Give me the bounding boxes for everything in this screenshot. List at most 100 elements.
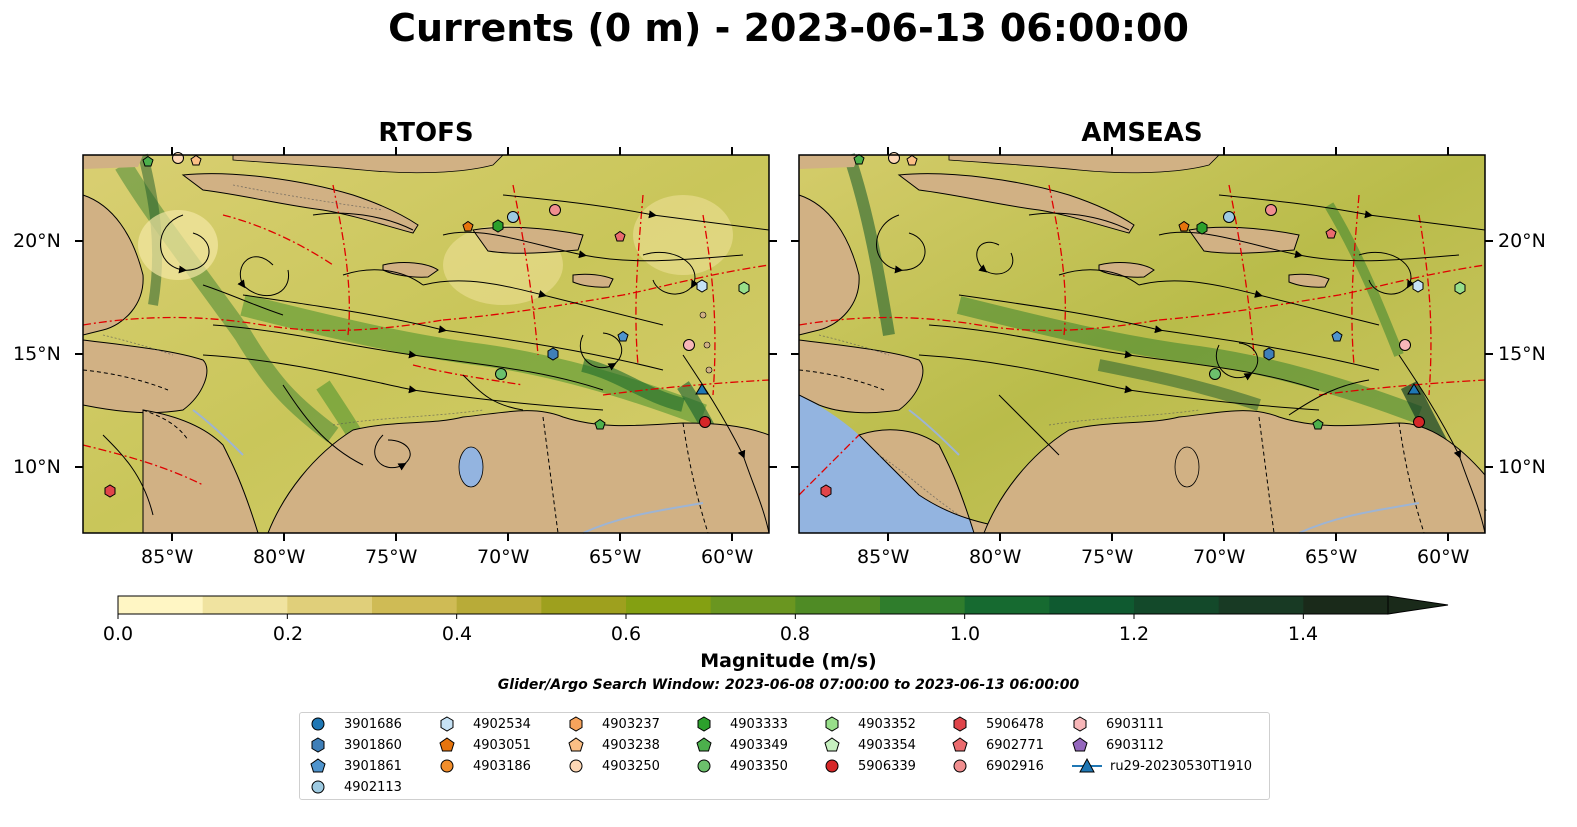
legend-item: 5906478 [952,714,1044,734]
colorbar-segment [202,596,288,614]
legend-circle-marker-icon [440,759,454,773]
colorbar-tick-label: 1.0 [949,623,981,645]
legend-pentagon-marker-icon [568,737,584,752]
legend-pentagon-marker-icon [439,737,455,752]
legend: 3901686 3901860 3901861 4902113 4902534 49030… [299,712,1270,800]
legend-item: 5906339 [824,756,916,776]
legend-hexagon-marker-icon [440,716,454,732]
colorbar-tick-label: 0.8 [779,623,811,645]
colorbar-segment [1218,596,1304,614]
legend-label: 6903112 [1106,737,1164,753]
legend-hexagon-marker-icon [311,737,325,753]
colorbar-segment [118,596,204,614]
lat-tick-label: 20°N [1498,230,1546,252]
lon-tick-label: 65°W [589,546,642,568]
lon-tick-label: 70°W [1193,546,1246,568]
lat-tick-label: 15°N [1498,343,1546,365]
legend-item: 6902771 [952,735,1044,755]
lat-tick-label: 10°N [1498,456,1546,478]
legend-hexagon-marker-icon [1073,716,1087,732]
map-panel-rtofs [82,152,770,534]
legend-label: 4903237 [602,716,660,732]
legend-label: 5906478 [986,716,1044,732]
colorbar-segment [372,596,458,614]
search-window-text: Glider/Argo Search Window: 2023-06-08 07… [497,677,1080,693]
colorbar-segment [710,596,796,614]
lon-tick-label: 60°W [1417,546,1470,568]
colorbar-segment [1049,596,1135,614]
legend-label: 4903349 [730,737,788,753]
legend-item: 4903238 [568,735,660,755]
legend-hexagon-marker-icon [825,716,839,732]
colorbar-segment [1303,596,1389,614]
lon-tick-label: 70°W [477,546,530,568]
legend-circle-marker-icon [311,717,325,731]
legend-item: 3901860 [310,735,402,755]
colorbar-segment [287,596,373,614]
legend-item: ru29-20230530T1910 [1072,756,1252,776]
legend-label: 4903051 [473,737,531,753]
legend-label: 4902534 [473,716,531,732]
legend-item: 6903112 [1072,735,1164,755]
legend-hexagon-marker-icon [569,716,583,732]
lat-tick-label: 10°N [13,456,61,478]
lon-tick-label: 80°W [969,546,1022,568]
legend-pentagon-marker-icon [310,758,326,773]
legend-item: 6903111 [1072,714,1164,734]
legend-item: 6902916 [952,756,1044,776]
colorbar-segment [1134,596,1220,614]
legend-item: 4903250 [568,756,660,776]
colorbar-tick-label: 1.4 [1287,623,1319,645]
lon-tick-label: 65°W [1305,546,1358,568]
legend-circle-marker-icon [697,759,711,773]
legend-label: 4903186 [473,758,531,774]
lat-tick-label: 15°N [13,343,61,365]
colorbar-frame [117,595,1389,615]
legend-pentagon-marker-icon [824,737,840,752]
colorbar-tick-label: 0.2 [272,623,304,645]
legend-item: 4902113 [310,777,402,797]
colorbar-segment [964,596,1050,614]
legend-item: 4903333 [696,714,788,734]
legend-hexagon-marker-icon [697,716,711,732]
legend-hexagon-marker-icon [953,716,967,732]
map-panel-amseas [798,152,1487,534]
colorbar-segment [456,596,542,614]
legend-label: 3901686 [344,716,402,732]
colorbar-label: Magnitude (m/s) [700,650,877,672]
colorbar-tick-label: 1.2 [1118,623,1150,645]
colorbar-tick-label: 0.6 [610,623,642,645]
panel-title-amseas: AMSEAS [1081,118,1203,148]
lon-tick-label: 75°W [1081,546,1134,568]
legend-item: 4903352 [824,714,916,734]
lat-tick-label: 20°N [13,230,61,252]
colorbar-tick-label: 0.0 [102,623,134,645]
legend-label: 6902771 [986,737,1044,753]
colorbar-segment [626,596,712,614]
legend-label: 4903333 [730,716,788,732]
colorbar-segment [795,596,881,614]
lon-tick-label: 60°W [701,546,754,568]
legend-label: 3901861 [344,758,402,774]
legend-item: 4903051 [439,735,531,755]
legend-item: 4902534 [439,714,531,734]
legend-label: 4903350 [730,758,788,774]
legend-label: 5906339 [858,758,916,774]
lon-tick-label: 85°W [141,546,194,568]
legend-label: ru29-20230530T1910 [1110,758,1253,774]
legend-circle-marker-icon [569,759,583,773]
colorbar-segment [880,596,966,614]
colorbar-tick-label: 0.4 [441,623,473,645]
legend-item: 4903350 [696,756,788,776]
legend-label: 6903111 [1106,716,1164,732]
colorbar-extend-arrow [1387,595,1449,615]
legend-circle-marker-icon [825,759,839,773]
legend-triangle-line-marker-icon [1072,757,1102,773]
legend-item: 4903237 [568,714,660,734]
legend-pentagon-marker-icon [1072,737,1088,752]
legend-label: 3901860 [344,737,402,753]
legend-pentagon-marker-icon [696,737,712,752]
colorbar-segment [541,596,627,614]
legend-label: 4903238 [602,737,660,753]
legend-label: 4902113 [344,779,402,795]
